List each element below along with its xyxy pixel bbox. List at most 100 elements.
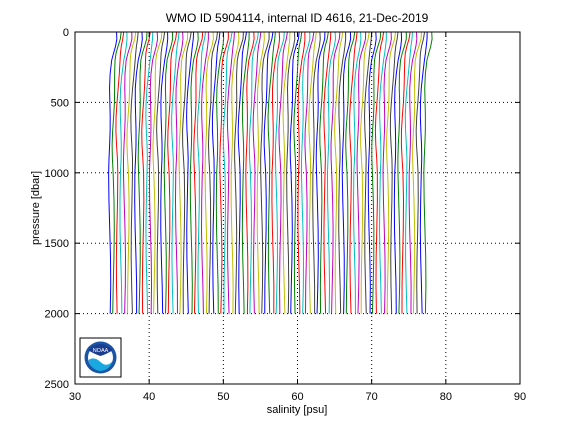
profile-line	[245, 31, 255, 314]
grid-lines	[75, 32, 520, 384]
profile-line	[226, 31, 235, 314]
profile-line	[115, 31, 125, 314]
profile-line	[360, 31, 370, 314]
profile-line	[289, 31, 300, 314]
profile-line	[282, 31, 291, 314]
logo-text: NOAA	[93, 348, 109, 354]
profile-line	[204, 31, 214, 314]
profile-line	[248, 31, 259, 314]
x-tick-label: 80	[440, 391, 452, 403]
profile-line	[130, 31, 139, 314]
profile-line	[167, 31, 178, 314]
profile-line	[379, 31, 387, 314]
x-tick-label: 40	[143, 391, 155, 403]
profile-line	[386, 31, 397, 314]
axes-frame	[74, 31, 521, 385]
x-tick-label: 30	[69, 391, 81, 403]
profile-line	[334, 31, 344, 314]
profile-line	[219, 31, 229, 314]
profile-line	[412, 31, 422, 314]
profile-line	[230, 31, 240, 314]
profile-line	[389, 31, 399, 314]
profile-line	[338, 31, 347, 314]
profile-line	[393, 31, 403, 314]
profile-line	[207, 31, 218, 314]
profile-line	[189, 31, 199, 314]
profile-line	[326, 31, 337, 314]
profile-line	[237, 31, 247, 314]
y-axis-label: pressure [dbar]	[30, 171, 42, 245]
y-tick-label: 1500	[45, 238, 69, 250]
profile-line	[126, 31, 137, 314]
profile-line	[163, 31, 174, 314]
profile-line	[419, 31, 428, 314]
profile-line	[201, 31, 209, 314]
profile-line	[278, 31, 288, 314]
y-tick-label: 500	[51, 97, 69, 109]
x-tick-label: 70	[366, 391, 378, 403]
profile-line	[323, 31, 332, 314]
profile-line	[374, 31, 385, 314]
profile-line	[252, 31, 262, 314]
y-tick-label: 0	[63, 27, 69, 39]
x-tick-label: 60	[291, 391, 303, 403]
profile-line	[293, 31, 303, 314]
profile-line	[345, 31, 356, 314]
x-axis-label: salinity [psu]	[267, 404, 328, 416]
profile-line	[400, 31, 411, 314]
profile-line	[234, 31, 244, 314]
profile-line	[196, 31, 207, 314]
profile-line	[134, 31, 143, 314]
x-tick-label: 90	[514, 391, 526, 403]
profile-line	[315, 31, 326, 314]
profile-line	[304, 31, 315, 314]
y-tick-label: 1000	[45, 168, 69, 180]
profile-line	[156, 31, 166, 314]
profile-series	[108, 31, 433, 314]
profile-line	[367, 31, 377, 314]
profile-line	[152, 31, 163, 314]
profile-line	[297, 31, 306, 314]
profile-line	[182, 31, 192, 314]
profile-line	[145, 31, 154, 314]
profile-line	[300, 31, 311, 314]
profile-line	[222, 31, 233, 314]
y-tick-label: 2500	[45, 379, 69, 391]
profile-line	[353, 31, 362, 314]
profile-line	[382, 31, 392, 314]
logo-bird-shape	[88, 344, 113, 356]
noaa-logo-icon: NOAA	[79, 337, 122, 378]
profile-line	[364, 31, 373, 314]
profile-line	[241, 31, 250, 314]
profile-line	[319, 31, 329, 314]
profile-line	[397, 31, 407, 314]
profile-line	[137, 31, 148, 314]
x-tick-label: 50	[217, 391, 229, 403]
chart-title: WMO ID 5904114, internal ID 4616, 21-Dec…	[166, 11, 429, 25]
profile-line	[423, 31, 433, 314]
profile-line	[308, 31, 317, 314]
profile-line	[178, 31, 189, 314]
profile-line	[408, 31, 418, 314]
profile-line	[312, 31, 321, 314]
profile-line	[356, 31, 367, 314]
profile-line	[263, 31, 274, 314]
profile-line	[330, 31, 341, 314]
profile-line	[286, 31, 296, 314]
profile-line	[215, 31, 225, 314]
profile-line	[148, 31, 159, 314]
profile-line	[349, 31, 358, 314]
profile-line	[171, 31, 180, 314]
y-tick-label: 2000	[45, 309, 69, 321]
profile-line	[193, 31, 204, 314]
profile-line	[267, 31, 276, 314]
profile-line	[256, 31, 265, 314]
plot-area: 30 40 50 60 70 80 90 0 500 1000 1500 2000 2500	[45, 27, 527, 403]
profile-line	[141, 31, 151, 314]
profile-line	[111, 31, 122, 314]
profile-line	[404, 31, 413, 314]
profile-line	[119, 31, 128, 314]
profile-line	[341, 31, 352, 314]
profile-line	[108, 31, 118, 314]
